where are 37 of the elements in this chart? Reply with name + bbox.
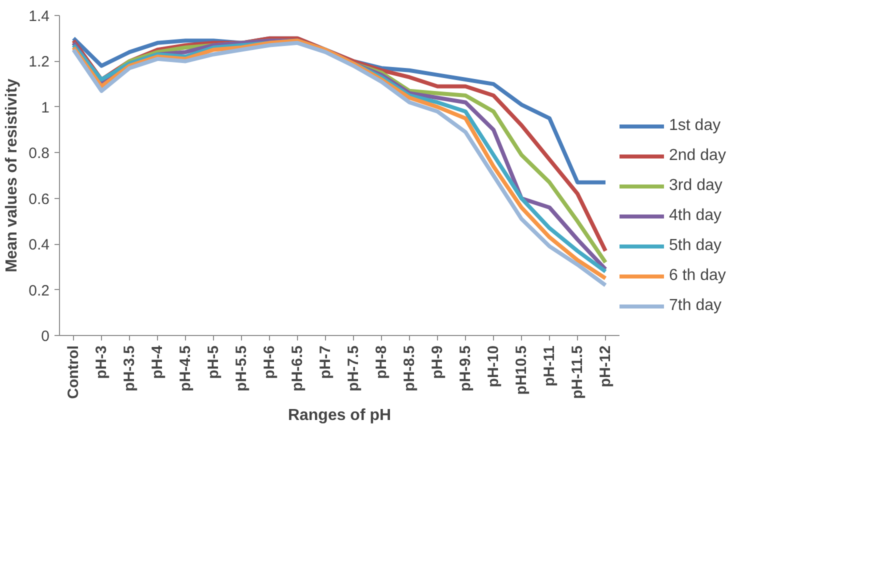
y-tick-label: 1.4 xyxy=(28,8,50,25)
x-tick-label: pH-11.5 xyxy=(569,346,586,399)
x-tick-label: pH-6.5 xyxy=(289,346,306,392)
x-tick-label: pH-8 xyxy=(373,345,390,379)
legend-label: 1st day xyxy=(669,117,721,135)
y-tick-label: 0 xyxy=(41,328,50,345)
x-tick-label: pH-10 xyxy=(485,345,502,388)
x-tick-label: pH-12 xyxy=(597,345,614,388)
y-tick-label: 1.2 xyxy=(28,54,50,71)
legend-label: 2nd day xyxy=(669,147,726,165)
legend-label: 7th day xyxy=(669,297,722,315)
x-tick-label: Control xyxy=(65,345,82,399)
legend-label: 5th day xyxy=(669,237,722,255)
x-tick-label: pH-3.5 xyxy=(121,346,138,392)
x-tick-label: pH-5 xyxy=(205,345,222,379)
x-tick-label: pH-4 xyxy=(149,344,166,379)
x-tick-label: pH-9 xyxy=(429,345,446,379)
x-tick-label: pH-5.5 xyxy=(233,346,250,392)
x-tick-label: pH-4.5 xyxy=(177,346,194,392)
x-axis-title: Ranges of pH xyxy=(288,406,392,424)
x-tick-label: pH10.5 xyxy=(513,345,530,395)
legend-label: 3rd day xyxy=(669,177,722,195)
x-tick-label: pH-3 xyxy=(93,345,110,379)
x-tick-label: pH-9.5 xyxy=(457,346,474,392)
y-tick-label: 1 xyxy=(41,99,50,116)
x-tick-label: pH-6 xyxy=(261,345,278,379)
legend-label: 4th day xyxy=(669,207,722,225)
x-tick-label: pH-11 xyxy=(541,345,558,386)
x-tick-label: pH-7.5 xyxy=(345,346,362,392)
x-tick-label: pH-8.5 xyxy=(401,346,418,392)
y-tick-label: 0.2 xyxy=(28,282,50,300)
x-tick-label: pH-7 xyxy=(317,345,334,379)
y-tick-label: 0.4 xyxy=(28,236,50,254)
legend-label: 6 th day xyxy=(669,267,726,285)
y-tick-label: 0.8 xyxy=(28,145,50,162)
y-axis-title: Mean values of resistivity xyxy=(4,78,21,272)
y-tick-label: 0.6 xyxy=(28,190,50,208)
